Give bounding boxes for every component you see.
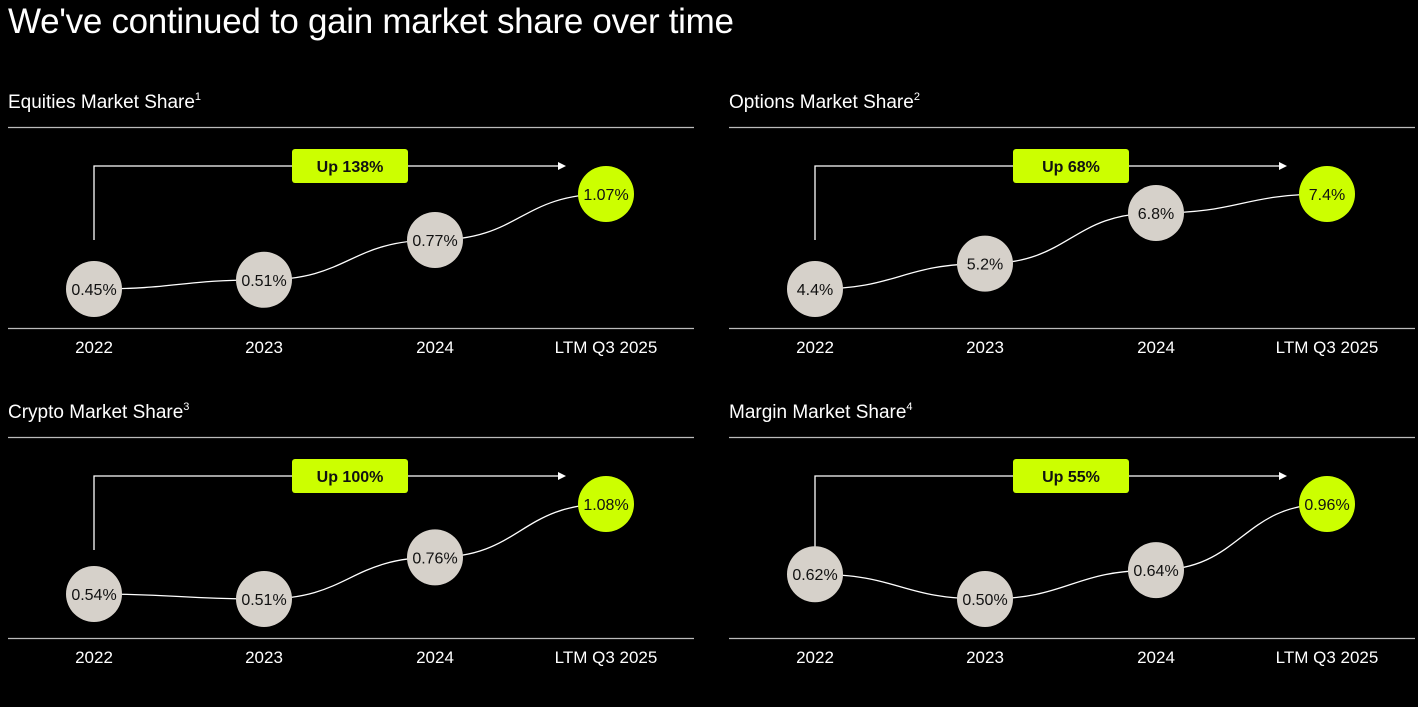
x-tick-label: 2022 [75, 648, 113, 667]
growth-badge [292, 149, 408, 183]
x-tick-label: LTM Q3 2025 [1276, 648, 1379, 667]
x-tick-label: 2023 [245, 648, 283, 667]
growth-badge [1013, 459, 1129, 493]
x-tick-label: 2024 [1137, 648, 1175, 667]
chart-title: Options Market Share2 [729, 91, 920, 113]
growth-badge-label: Up 55% [1042, 469, 1100, 486]
x-tick-label: 2023 [966, 648, 1004, 667]
chart-svg: Up 55% 0.62% 2022 0.50% 2023 0.64% 2024 0.96% LT… [729, 436, 1415, 667]
data-label: 6.8% [1138, 206, 1174, 223]
data-point [578, 166, 634, 222]
chart-title: Crypto Market Share3 [8, 401, 190, 423]
data-point [1299, 476, 1355, 532]
x-tick-label: 2024 [1137, 338, 1175, 357]
x-tick-label: 2023 [245, 338, 283, 357]
growth-badge-label: Up 68% [1042, 159, 1100, 176]
data-label: 5.2% [967, 257, 1003, 274]
series-line [814, 193, 1328, 290]
arrowhead-icon [558, 162, 566, 170]
data-point [236, 251, 292, 308]
chart-title: Margin Market Share4 [729, 401, 913, 423]
data-point [957, 235, 1013, 292]
data-label: 0.54% [71, 587, 116, 604]
x-tick-label: 2022 [796, 338, 834, 357]
data-label: 4.4% [797, 282, 833, 299]
x-tick-label: LTM Q3 2025 [555, 338, 658, 357]
data-point [407, 529, 463, 586]
arrowhead-icon [1279, 472, 1287, 480]
x-tick-label: 2024 [416, 338, 454, 357]
growth-badge [292, 459, 408, 493]
data-point [578, 476, 634, 532]
data-point [787, 546, 843, 603]
data-label: 0.50% [962, 592, 1007, 609]
data-point [66, 261, 122, 317]
data-label: 0.96% [1304, 497, 1349, 514]
data-point [66, 566, 122, 622]
data-label: 0.76% [412, 550, 457, 567]
chart-panel-margin: Margin Market Share4 Up 55% 0.62% 2022 0.50… [729, 401, 1417, 707]
series-line [93, 503, 607, 600]
data-point [1128, 185, 1184, 241]
data-label: 1.07% [583, 187, 628, 204]
data-label: 7.4% [1309, 187, 1345, 204]
x-tick-label: LTM Q3 2025 [555, 648, 658, 667]
data-point [1128, 542, 1184, 599]
x-tick-label: 2022 [796, 648, 834, 667]
chart-panel-crypto: Crypto Market Share3 Up 100% 0.54% 2022 0.5… [8, 401, 696, 707]
series-line [814, 503, 1328, 600]
arrowhead-icon [1279, 162, 1287, 170]
data-point [236, 571, 292, 627]
data-label: 0.77% [412, 233, 457, 250]
data-label: 0.51% [241, 592, 286, 609]
data-point [1299, 166, 1355, 222]
x-tick-label: 2023 [966, 338, 1004, 357]
chart-panel-equities: Equities Market Share1 Up 138% 0.45% 2022 0… [8, 91, 696, 397]
chart-svg: Up 138% 0.45% 2022 0.51% 2023 0.77% 2024 1.07% L… [8, 126, 694, 357]
data-label: 1.08% [583, 497, 628, 514]
chart-panel-options: Options Market Share2 Up 68% 4.4% 2022 5.2%… [729, 91, 1417, 397]
data-label: 0.64% [1133, 563, 1178, 580]
chart-svg: Up 100% 0.54% 2022 0.51% 2023 0.76% 2024 1.08% L… [8, 436, 694, 667]
arrowhead-icon [558, 472, 566, 480]
x-tick-label: LTM Q3 2025 [1276, 338, 1379, 357]
page-title: We've continued to gain market share ove… [8, 2, 734, 41]
growth-badge [1013, 149, 1129, 183]
data-label: 0.62% [792, 567, 837, 584]
data-point [407, 211, 463, 268]
series-line [93, 193, 607, 290]
data-point [787, 261, 843, 317]
x-tick-label: 2022 [75, 338, 113, 357]
chart-title: Equities Market Share1 [8, 91, 202, 113]
data-label: 0.45% [71, 282, 116, 299]
chart-svg: Up 68% 4.4% 2022 5.2% 2023 6.8% 2024 7.4% LTM Q3… [729, 126, 1415, 357]
data-point [957, 571, 1013, 627]
growth-badge-label: Up 100% [317, 469, 384, 486]
x-tick-label: 2024 [416, 648, 454, 667]
data-label: 0.51% [241, 273, 286, 290]
growth-badge-label: Up 138% [317, 159, 384, 176]
